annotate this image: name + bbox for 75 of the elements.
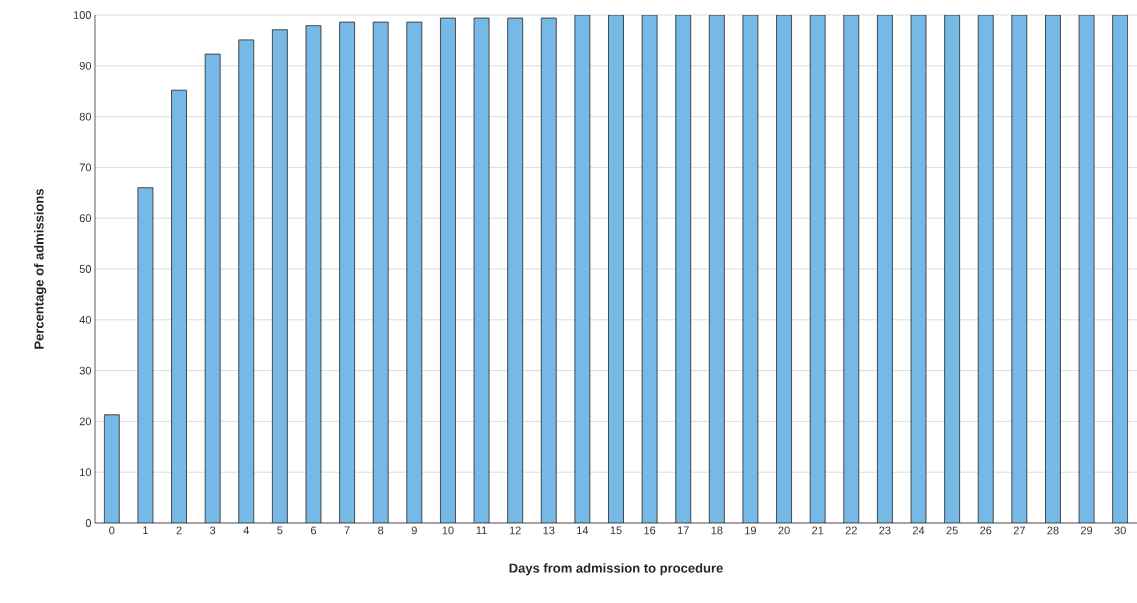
x-tick-label: 25: [946, 526, 958, 535]
bar: [507, 17, 524, 523]
x-tick-label: 15: [610, 526, 622, 535]
bar: [876, 15, 893, 523]
bar: [1011, 15, 1028, 523]
x-tick-label: 7: [344, 526, 350, 535]
bar: [137, 187, 154, 523]
bar: [305, 25, 322, 523]
x-tick-label: 24: [912, 526, 925, 535]
x-tick-label: 26: [980, 526, 992, 535]
y-tick-label: 60: [79, 214, 92, 223]
bar: [944, 15, 961, 523]
y-tick-label: 90: [79, 61, 92, 70]
x-tick-label: 9: [411, 526, 417, 535]
y-tick-label: 30: [79, 366, 92, 375]
x-tick-label: 19: [745, 526, 757, 535]
x-tick-label: 16: [644, 526, 656, 535]
x-tick-label: 12: [509, 526, 521, 535]
x-tick-label: 8: [378, 526, 384, 535]
bar: [406, 21, 423, 523]
bar: [809, 15, 826, 523]
y-tick-label: 80: [79, 112, 92, 121]
y-tick-label: 10: [80, 468, 92, 477]
x-tick-label: 17: [677, 526, 689, 535]
bar: [574, 15, 591, 523]
bar: [103, 414, 120, 523]
x-tick-label: 29: [1081, 526, 1093, 535]
x-axis-title: Days from admission to procedure: [509, 563, 723, 576]
bar: [372, 21, 389, 523]
y-tick-label: 0: [85, 519, 92, 527]
bar: [204, 53, 221, 523]
bar: [641, 15, 658, 523]
x-tick-label: 30: [1114, 526, 1126, 535]
bar: [1112, 15, 1129, 523]
bar: [440, 17, 456, 523]
bar: [708, 15, 725, 523]
bar: [910, 15, 927, 523]
bar: [608, 15, 624, 523]
bar: [742, 15, 759, 523]
y-tick-label: 100: [73, 11, 92, 19]
x-tick-label: 5: [277, 526, 283, 535]
bar: [1078, 15, 1095, 523]
x-tick-label: 18: [711, 526, 723, 535]
x-tick-label: 6: [310, 526, 317, 535]
x-tick-label: 22: [845, 526, 857, 535]
bar: [339, 21, 355, 523]
x-tick-label: 4: [243, 526, 249, 535]
bar: [271, 29, 288, 523]
x-tick-label: 14: [577, 526, 589, 535]
y-tick-label: 50: [79, 265, 92, 273]
bar: [540, 17, 557, 523]
x-tick-label: 0: [109, 526, 115, 535]
x-tick-label: 10: [442, 526, 454, 535]
x-tick-label: 13: [543, 526, 555, 535]
y-tick-label: 40: [79, 315, 92, 324]
x-tick-label: 1: [143, 526, 148, 535]
bar: [675, 15, 692, 523]
bar: [473, 17, 490, 523]
bar: [977, 15, 994, 523]
y-tick-label: 70: [79, 163, 92, 172]
x-tick-label: 28: [1047, 526, 1059, 535]
y-axis-title: Percentage of admissions: [34, 188, 47, 349]
bar: [776, 15, 792, 523]
x-tick-label: 3: [210, 526, 216, 535]
bar: [238, 39, 255, 523]
x-tick-label: 23: [879, 526, 891, 535]
x-tick-label: 27: [1013, 526, 1025, 535]
x-tick-label: 21: [812, 526, 824, 535]
y-tick-label: 20: [79, 417, 92, 426]
bar: [843, 15, 860, 523]
bar: [1045, 15, 1061, 523]
bar: [171, 89, 187, 523]
x-tick-label: 20: [778, 526, 790, 535]
x-tick-label: 2: [176, 526, 182, 535]
x-tick-label: 11: [476, 526, 487, 535]
